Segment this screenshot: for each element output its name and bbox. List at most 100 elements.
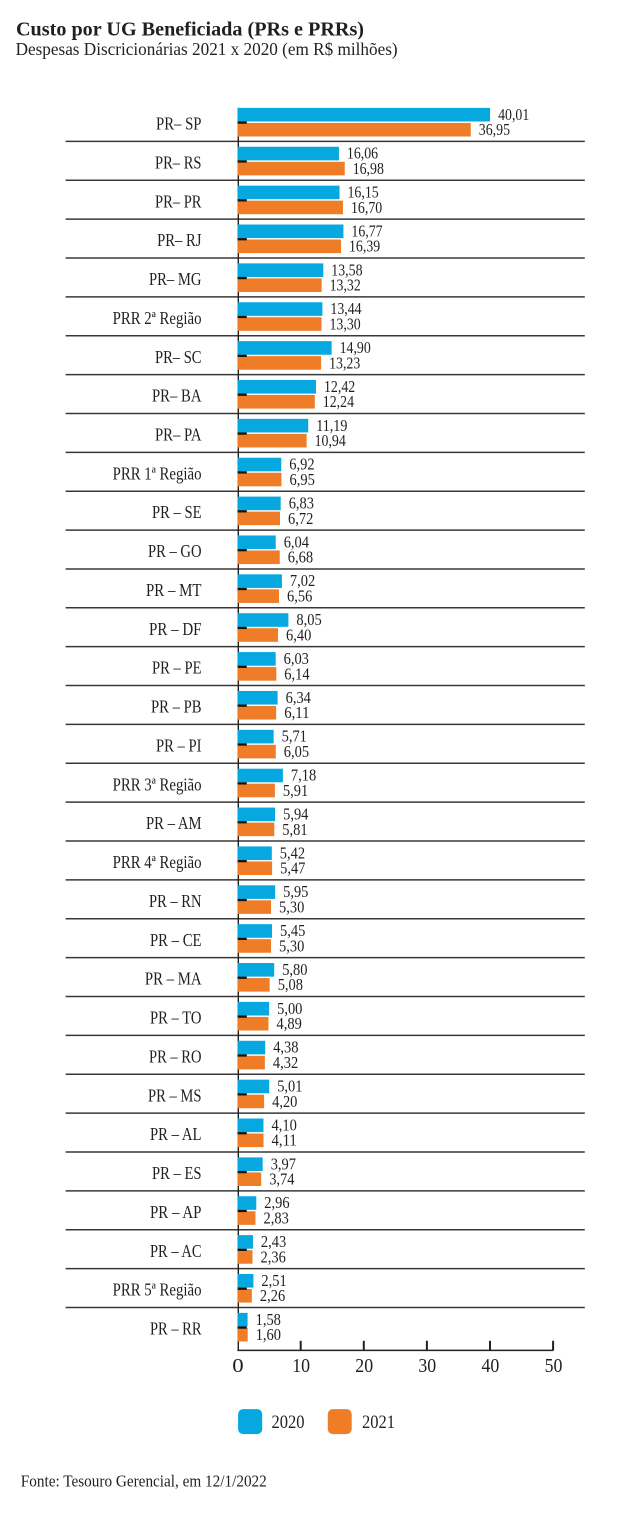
svg-text:3,97: 3,97 [271,1154,297,1173]
svg-text:PR – PB: PR – PB [151,697,202,717]
svg-text:6,72: 6,72 [288,509,313,528]
svg-text:2,36: 2,36 [261,1247,286,1266]
svg-text:2,26: 2,26 [260,1286,285,1305]
svg-text:PR– MG: PR– MG [149,269,202,289]
svg-text:40,01: 40,01 [498,105,529,124]
svg-text:PR – AL: PR – AL [150,1124,202,1144]
svg-text:16,39: 16,39 [349,237,380,256]
svg-text:5,80: 5,80 [282,960,307,979]
svg-text:40: 40 [482,1355,500,1377]
svg-text:6,03: 6,03 [284,649,309,668]
svg-text:50: 50 [545,1355,563,1377]
svg-text:8,05: 8,05 [296,610,321,629]
svg-text:6,04: 6,04 [284,532,310,551]
svg-text:PR– SC: PR– SC [155,347,202,367]
svg-text:PR – SE: PR – SE [152,502,202,522]
svg-text:13,58: 13,58 [331,260,362,279]
svg-text:PR – RO: PR – RO [149,1046,202,1066]
svg-text:5,08: 5,08 [278,975,303,994]
svg-text:PRR 1ª Região: PRR 1ª Região [113,463,202,483]
svg-text:0: 0 [232,1355,243,1377]
svg-text:4,11: 4,11 [272,1131,297,1150]
svg-text:PR – MA: PR – MA [145,969,202,989]
svg-text:6,83: 6,83 [289,494,314,513]
svg-text:PR– RJ: PR– RJ [157,230,202,250]
svg-text:2020: 2020 [272,1412,305,1433]
svg-text:PR – PI: PR – PI [156,735,202,755]
svg-text:Custo por UG Beneficiada (PRs: Custo por UG Beneficiada (PRs e PRRs) [16,18,364,40]
svg-text:Fonte: Tesouro Gerencial, em 1: Fonte: Tesouro Gerencial, em 12/1/2022 [21,1472,267,1491]
svg-text:10,94: 10,94 [315,431,347,450]
svg-text:2,83: 2,83 [264,1208,289,1227]
svg-text:6,05: 6,05 [284,742,309,761]
svg-text:7,02: 7,02 [290,571,315,590]
svg-text:5,94: 5,94 [283,804,309,823]
svg-text:PR – AC: PR – AC [150,1241,202,1261]
svg-text:PRR 5ª Região: PRR 5ª Região [113,1280,202,1300]
svg-text:4,32: 4,32 [273,1053,298,1072]
svg-text:PR– BA: PR– BA [152,386,202,406]
svg-text:13,23: 13,23 [329,353,360,372]
svg-text:7,18: 7,18 [291,766,316,785]
svg-text:PR – DF: PR – DF [149,619,202,639]
svg-text:6,34: 6,34 [286,688,312,707]
svg-text:5,00: 5,00 [277,999,302,1018]
svg-text:13,30: 13,30 [330,314,361,333]
svg-text:2,43: 2,43 [261,1232,286,1251]
svg-text:PR– RS: PR– RS [155,152,202,172]
svg-text:4,10: 4,10 [272,1115,297,1134]
svg-text:PR – ES: PR – ES [152,1163,202,1183]
svg-text:16,70: 16,70 [351,198,382,217]
svg-text:5,95: 5,95 [283,882,308,901]
svg-text:16,98: 16,98 [353,159,384,178]
svg-text:3,74: 3,74 [269,1170,295,1189]
svg-text:6,56: 6,56 [287,587,312,606]
svg-text:5,45: 5,45 [280,921,305,940]
svg-text:PRR 4ª Região: PRR 4ª Região [113,852,202,872]
svg-text:11,19: 11,19 [316,416,347,435]
svg-text:PR – RN: PR – RN [149,891,202,911]
svg-text:4,38: 4,38 [273,1038,298,1057]
svg-text:5,91: 5,91 [283,781,308,800]
svg-text:20: 20 [355,1355,373,1377]
svg-text:5,30: 5,30 [279,898,304,917]
svg-text:36,95: 36,95 [479,120,510,139]
svg-text:13,32: 13,32 [330,276,361,295]
svg-text:PR – TO: PR – TO [150,1008,202,1028]
svg-text:5,71: 5,71 [282,727,307,746]
svg-text:PR – CE: PR – CE [150,930,202,950]
svg-text:5,42: 5,42 [280,843,305,862]
svg-text:PR – GO: PR – GO [148,541,202,561]
svg-text:13,44: 13,44 [330,299,362,318]
svg-text:5,47: 5,47 [280,859,306,878]
svg-text:6,14: 6,14 [284,664,310,683]
svg-text:30: 30 [418,1355,436,1377]
svg-text:2,51: 2,51 [261,1271,286,1290]
svg-text:PR – PE: PR – PE [152,658,202,678]
svg-text:Despesas Discricionárias 2021: Despesas Discricionárias 2021 x 2020 (em… [16,39,398,60]
svg-text:10: 10 [292,1355,310,1377]
svg-text:5,30: 5,30 [279,936,304,955]
svg-text:4,20: 4,20 [272,1092,297,1111]
svg-text:16,77: 16,77 [351,221,383,240]
svg-text:PRR 3ª Região: PRR 3ª Região [113,774,202,794]
svg-text:2,96: 2,96 [264,1193,289,1212]
svg-text:4,89: 4,89 [277,1014,302,1033]
svg-text:PR– PA: PR– PA [155,425,202,445]
svg-text:1,60: 1,60 [256,1325,281,1344]
svg-text:PR – AM: PR – AM [146,813,202,833]
svg-text:6,95: 6,95 [290,470,315,489]
svg-text:5,81: 5,81 [282,820,307,839]
svg-text:6,11: 6,11 [284,703,309,722]
svg-text:5,01: 5,01 [277,1077,302,1096]
svg-text:PR– SP: PR– SP [156,114,202,134]
svg-text:PR – RR: PR – RR [150,1319,202,1339]
svg-text:PRR 2ª Região: PRR 2ª Região [113,308,202,328]
svg-text:6,40: 6,40 [286,625,311,644]
svg-text:16,15: 16,15 [348,183,379,202]
svg-text:PR – MS: PR – MS [148,1085,202,1105]
svg-text:12,24: 12,24 [323,392,355,411]
svg-text:16,06: 16,06 [347,144,378,163]
svg-text:12,42: 12,42 [324,377,355,396]
svg-text:PR– PR: PR– PR [155,191,202,211]
